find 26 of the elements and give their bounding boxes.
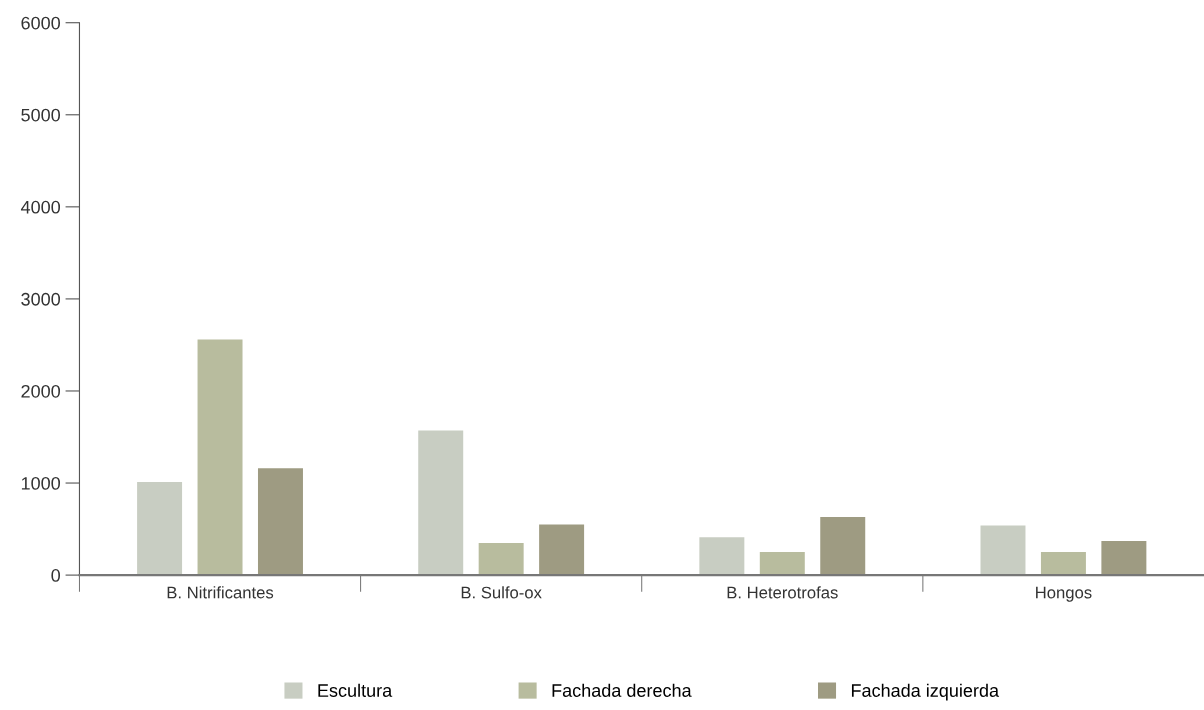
y-tick-label: 1000 [21, 476, 61, 490]
y-tick-label: 4000 [20, 200, 61, 214]
bar [820, 517, 866, 576]
bar [1040, 552, 1086, 576]
bar [759, 552, 805, 576]
bar [257, 468, 303, 576]
legend-label: Fachada derecha [552, 683, 692, 697]
y-tick-label: 6000 [21, 16, 61, 30]
y-tick-label: 2000 [21, 384, 61, 398]
bar [699, 537, 745, 576]
bar [539, 524, 585, 576]
legend-label: Fachada izquierda [851, 683, 1000, 701]
bar [418, 430, 464, 576]
x-tick-label: B. Sulfo-ox [461, 586, 542, 599]
bar [1101, 541, 1147, 576]
bar [197, 339, 243, 576]
x-tick-label: B. Nitrificantes [167, 586, 274, 599]
bar [478, 542, 524, 576]
y-tick-label: 0 [51, 569, 61, 582]
legend-label: Escultura [318, 683, 393, 697]
x-tick-label: Hongos [1036, 586, 1092, 602]
x-tick-label: B. Heterotrofas [727, 586, 838, 599]
bar [980, 525, 1026, 576]
y-tick-label: 5000 [21, 108, 61, 122]
bar [137, 482, 183, 576]
y-tick-label: 3000 [21, 292, 61, 306]
